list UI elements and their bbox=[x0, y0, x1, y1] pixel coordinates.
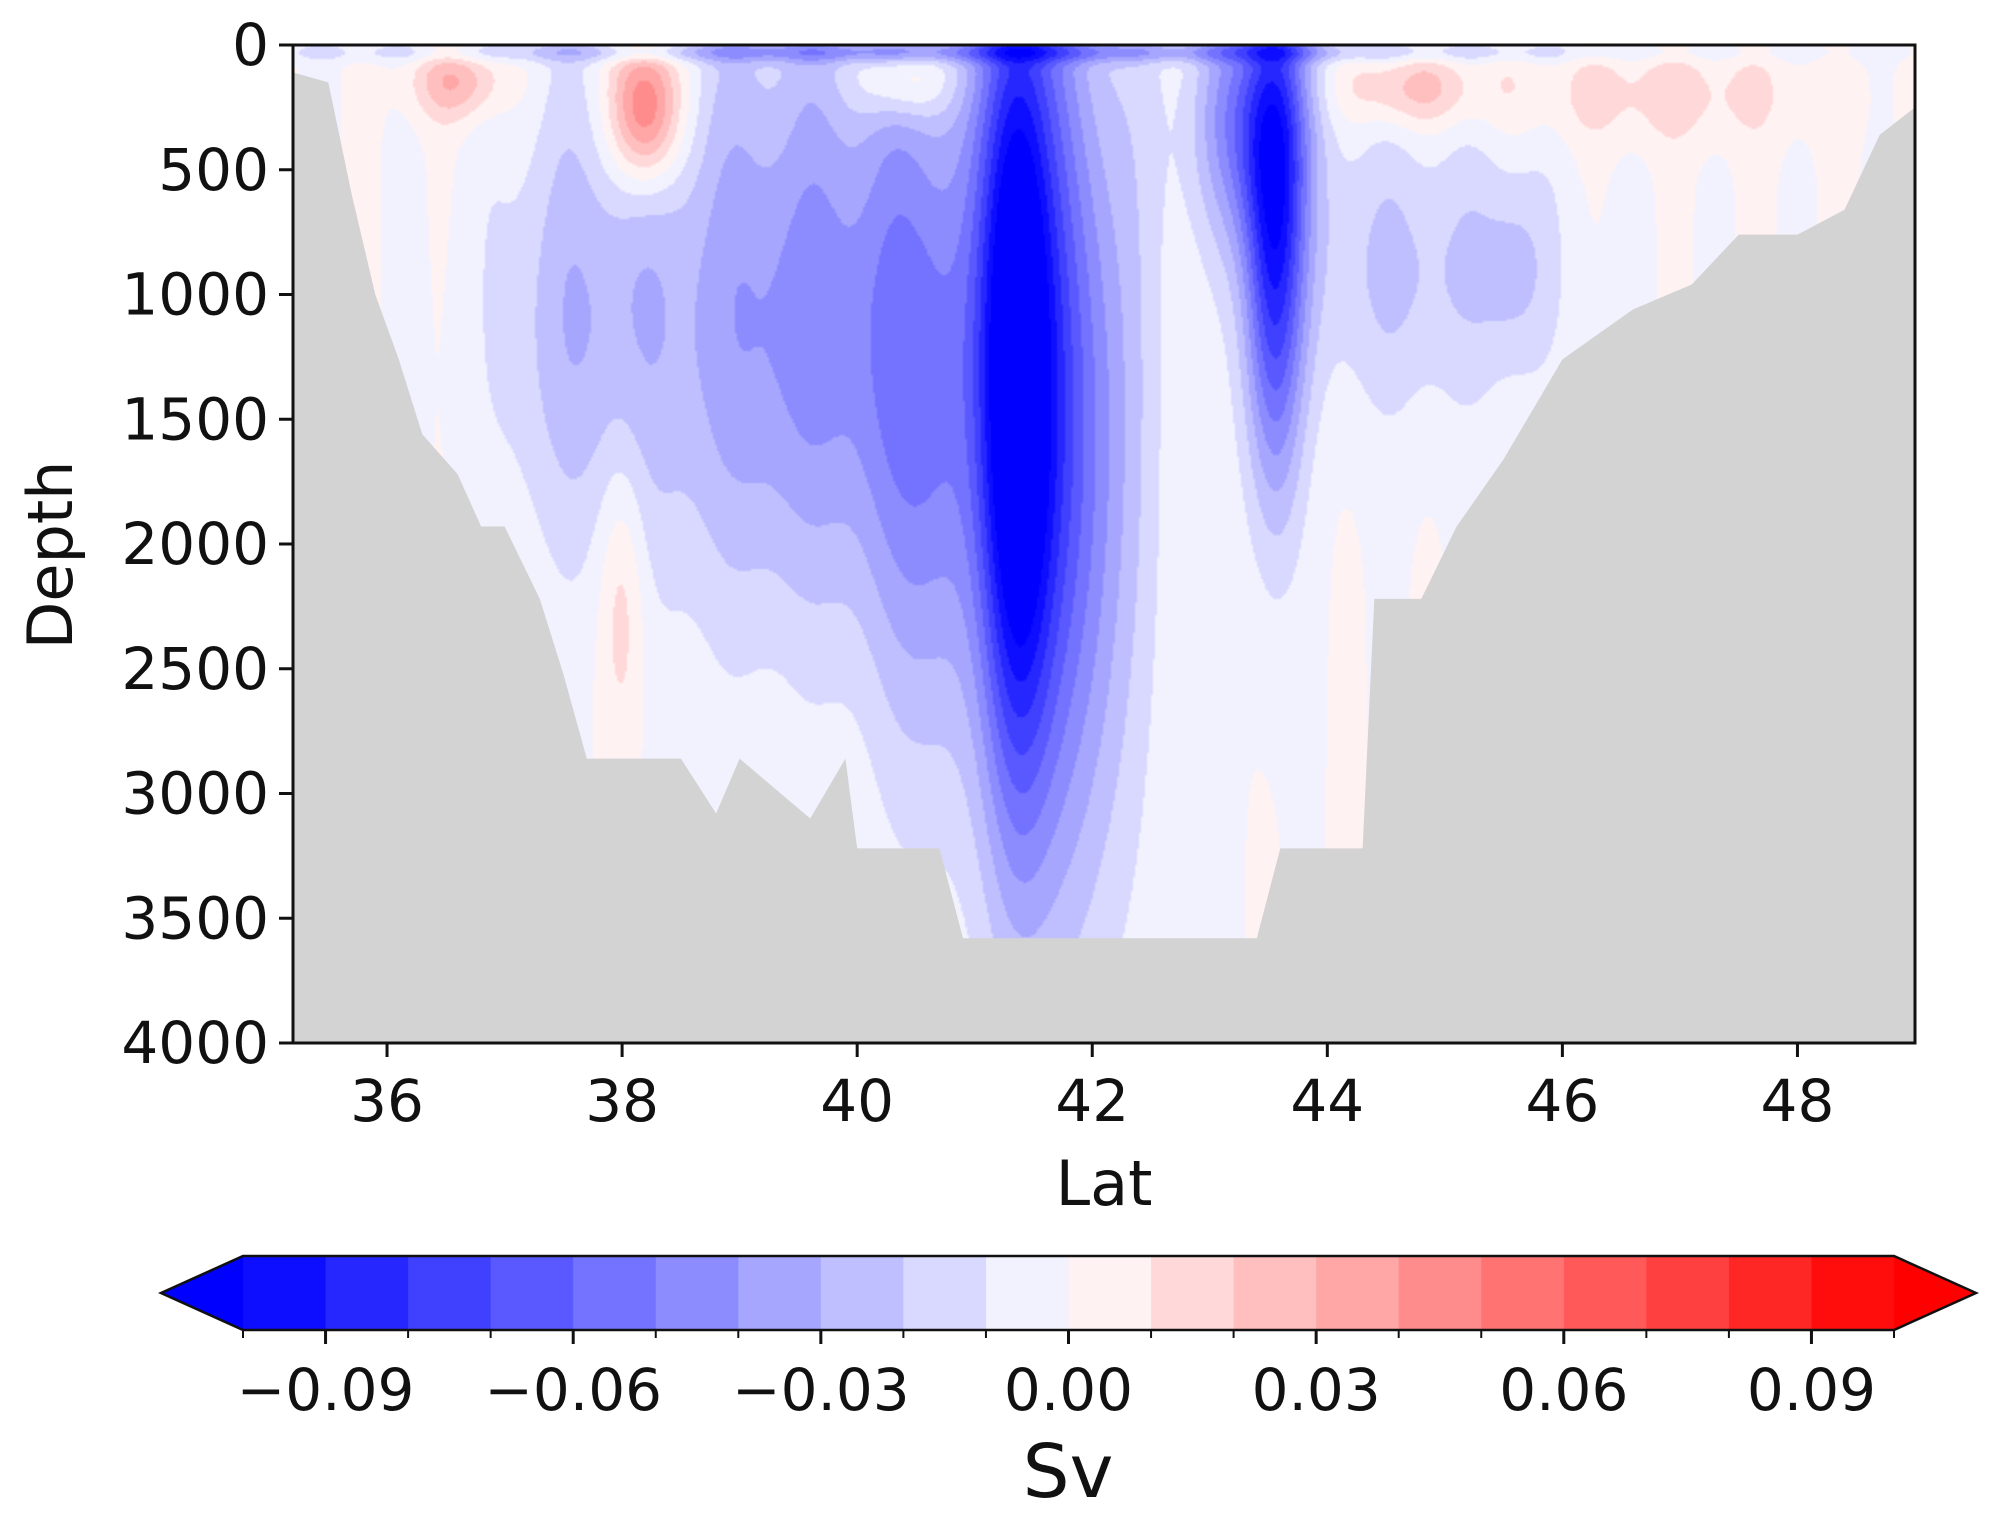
colorbar: −0.09 −0.06 −0.03 0.00 0.03 0.06 0.09 bbox=[157, 1254, 1980, 1424]
colorbar-segment bbox=[820, 1256, 904, 1330]
colorbar-ticks: −0.09 −0.06 −0.03 0.00 0.03 0.06 0.09 bbox=[237, 1330, 1895, 1424]
plot-area: 36 38 40 42 44 46 48 0 500 1000 1500 2000 2500 3000 3… bbox=[121, 11, 1917, 1135]
colorbar-segment bbox=[243, 1256, 327, 1330]
x-tick-label: 46 bbox=[1525, 1067, 1599, 1135]
colorbar-segment bbox=[1563, 1256, 1647, 1330]
colorbar-tick-label: −0.03 bbox=[732, 1356, 910, 1424]
y-tick-label: 1000 bbox=[121, 261, 269, 329]
x-axis-label: Lat bbox=[1056, 1147, 1153, 1220]
y-tick-label: 4000 bbox=[121, 1009, 269, 1077]
y-tick-label: 3000 bbox=[121, 760, 269, 828]
x-tick-label: 42 bbox=[1055, 1067, 1129, 1135]
colorbar-segment bbox=[1233, 1256, 1317, 1330]
colorbar-segment bbox=[408, 1256, 492, 1330]
y-axis-label: Depth bbox=[14, 461, 87, 650]
colorbar-segment bbox=[1646, 1256, 1730, 1330]
colorbar-segment bbox=[1316, 1256, 1400, 1330]
colorbar-segment bbox=[1151, 1256, 1235, 1330]
colorbar-extend-high bbox=[1894, 1256, 1976, 1330]
x-axis-ticks: 36 38 40 42 44 46 48 bbox=[350, 1043, 1834, 1135]
colorbar-tick-label: 0.06 bbox=[1499, 1356, 1628, 1424]
x-tick-label: 40 bbox=[820, 1067, 894, 1135]
y-axis-ticks: 0 500 1000 1500 2000 2500 3000 3500 4000 bbox=[121, 11, 293, 1077]
x-tick-label: 48 bbox=[1761, 1067, 1835, 1135]
colorbar-segment bbox=[325, 1256, 409, 1330]
colorbar-segment bbox=[655, 1256, 739, 1330]
colorbar-segment bbox=[985, 1256, 1070, 1330]
colorbar-segment bbox=[1811, 1256, 1895, 1330]
y-tick-label: 0 bbox=[232, 11, 269, 79]
colorbar-segment bbox=[490, 1256, 574, 1330]
colorbar-segment bbox=[1068, 1256, 1152, 1330]
colorbar-tick-label: −0.09 bbox=[237, 1356, 415, 1424]
colorbar-segment bbox=[573, 1256, 657, 1330]
bathymetry-land-mask bbox=[293, 72, 1915, 1043]
x-tick-label: 38 bbox=[585, 1067, 659, 1135]
colorbar-tick-label: 0.09 bbox=[1747, 1356, 1876, 1424]
colorbar-tick-label: 0.03 bbox=[1252, 1356, 1381, 1424]
y-tick-label: 1500 bbox=[121, 385, 269, 453]
y-tick-label: 3500 bbox=[121, 884, 269, 952]
y-tick-label: 2500 bbox=[121, 635, 269, 703]
colorbar-segments bbox=[243, 1256, 1895, 1330]
y-tick-label: 500 bbox=[158, 136, 269, 204]
x-tick-label: 44 bbox=[1290, 1067, 1364, 1135]
colorbar-segment bbox=[738, 1256, 822, 1330]
colorbar-extend-low bbox=[161, 1256, 243, 1330]
colorbar-tick-label: 0.00 bbox=[1004, 1356, 1133, 1424]
colorbar-label: Sv bbox=[1023, 1429, 1114, 1514]
colorbar-segment bbox=[903, 1256, 987, 1330]
y-tick-label: 2000 bbox=[121, 510, 269, 578]
colorbar-tick-label: −0.06 bbox=[484, 1356, 662, 1424]
colorbar-segment bbox=[1728, 1256, 1813, 1330]
x-tick-label: 36 bbox=[350, 1067, 424, 1135]
colorbar-segment bbox=[1398, 1256, 1482, 1330]
colorbar-segment bbox=[1481, 1256, 1565, 1330]
